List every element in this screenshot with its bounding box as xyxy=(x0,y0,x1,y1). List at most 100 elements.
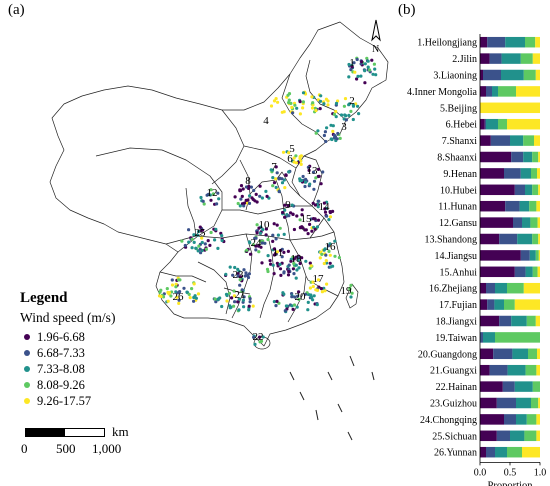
category-label: 11.Hunan xyxy=(438,202,477,213)
station-dot xyxy=(342,104,346,108)
station-dot xyxy=(280,181,285,185)
region-number: 7 xyxy=(271,161,277,173)
station-dot xyxy=(308,286,312,290)
region-number: 10 xyxy=(259,219,271,231)
station-dot xyxy=(247,304,251,308)
station-dot xyxy=(174,282,178,286)
station-dot xyxy=(230,296,234,300)
bar-segment xyxy=(524,430,537,442)
station-dot xyxy=(242,268,246,272)
bar-segment xyxy=(480,348,494,360)
station-dot xyxy=(303,184,307,189)
bar-segment xyxy=(499,315,512,327)
station-dot xyxy=(310,229,314,233)
station-dot xyxy=(272,99,277,103)
bar-segment xyxy=(513,217,522,228)
station-dot xyxy=(322,102,326,106)
station-dot xyxy=(303,292,308,296)
station-dot xyxy=(236,201,240,206)
station-dot xyxy=(257,226,261,230)
station-dot xyxy=(279,273,283,277)
province-border xyxy=(231,233,253,319)
station-dot xyxy=(196,292,201,296)
bar-segment xyxy=(480,397,497,409)
station-dot xyxy=(187,228,191,232)
station-dot xyxy=(257,244,261,248)
bar-segment xyxy=(489,364,508,376)
station-dot xyxy=(309,264,313,268)
station-dot xyxy=(339,113,344,117)
legend-subtitle: Wind speed (m/s) xyxy=(20,310,116,325)
station-dot xyxy=(331,124,335,128)
station-dot xyxy=(294,161,298,165)
bar-segment xyxy=(535,69,540,81)
x-tick-label: 1.0 xyxy=(534,467,547,478)
station-dot xyxy=(170,278,174,282)
bar-segment xyxy=(523,69,536,81)
station-dot xyxy=(255,200,259,204)
station-dot xyxy=(249,185,253,189)
station-dot xyxy=(352,61,356,65)
station-dot xyxy=(264,233,268,237)
bar-segment xyxy=(496,397,516,409)
region-number: 16 xyxy=(325,241,337,253)
bar-segment xyxy=(495,332,540,343)
station-dot xyxy=(298,261,302,266)
station-dot xyxy=(228,265,232,269)
station-dot xyxy=(292,303,297,307)
category-label: 25.Sichuan xyxy=(432,431,477,442)
station-dot xyxy=(254,244,258,248)
bar-segment xyxy=(486,446,495,458)
station-dot xyxy=(213,238,217,242)
station-dot xyxy=(313,227,317,231)
bar-segment xyxy=(499,233,518,245)
station-dot xyxy=(296,256,300,260)
region-number: 18 xyxy=(291,253,303,265)
province-border xyxy=(259,235,275,319)
station-dot xyxy=(343,97,348,101)
bar-segment xyxy=(538,397,540,409)
station-dot xyxy=(197,229,201,234)
scale-tick-1000: 1,000 xyxy=(92,441,122,456)
station-dot xyxy=(192,299,196,303)
station-dot xyxy=(371,72,375,76)
station-dot xyxy=(232,304,236,308)
bar-segment xyxy=(536,430,540,442)
bar-segment xyxy=(486,118,498,130)
province-border xyxy=(243,145,297,169)
x-tick-label: 0.5 xyxy=(504,467,517,478)
station-dot xyxy=(291,307,295,311)
station-dot xyxy=(197,244,201,248)
bar-segment xyxy=(514,266,526,278)
station-dot xyxy=(238,204,242,208)
bar-segment xyxy=(535,250,539,261)
station-dot xyxy=(320,290,324,294)
station-dot xyxy=(270,168,275,172)
station-dot xyxy=(248,297,252,301)
station-dot xyxy=(297,290,301,294)
station-dot xyxy=(308,266,312,270)
station-dot xyxy=(158,290,162,294)
station-dot xyxy=(237,308,241,312)
bar-segment xyxy=(480,282,486,294)
station-dot xyxy=(292,156,296,160)
legend-label: 8.08-9.26 xyxy=(37,377,85,392)
station-dot xyxy=(258,184,262,188)
station-dot xyxy=(254,248,258,252)
station-dot xyxy=(233,195,237,199)
legend-item: 1.96-6.68 xyxy=(24,329,91,345)
bar-segment xyxy=(523,135,534,146)
bar-segment xyxy=(537,217,540,228)
bar-segment xyxy=(514,381,533,392)
north-label: N xyxy=(372,44,379,55)
station-dot xyxy=(332,136,337,140)
station-points xyxy=(157,56,378,346)
station-dot xyxy=(200,228,205,232)
category-label: 19.Taiwan xyxy=(435,333,477,344)
station-dot xyxy=(314,288,318,292)
station-dot xyxy=(220,304,224,309)
bar-segment xyxy=(507,364,526,376)
station-dot xyxy=(194,246,198,250)
station-dot xyxy=(254,192,258,196)
station-dot xyxy=(192,282,196,286)
